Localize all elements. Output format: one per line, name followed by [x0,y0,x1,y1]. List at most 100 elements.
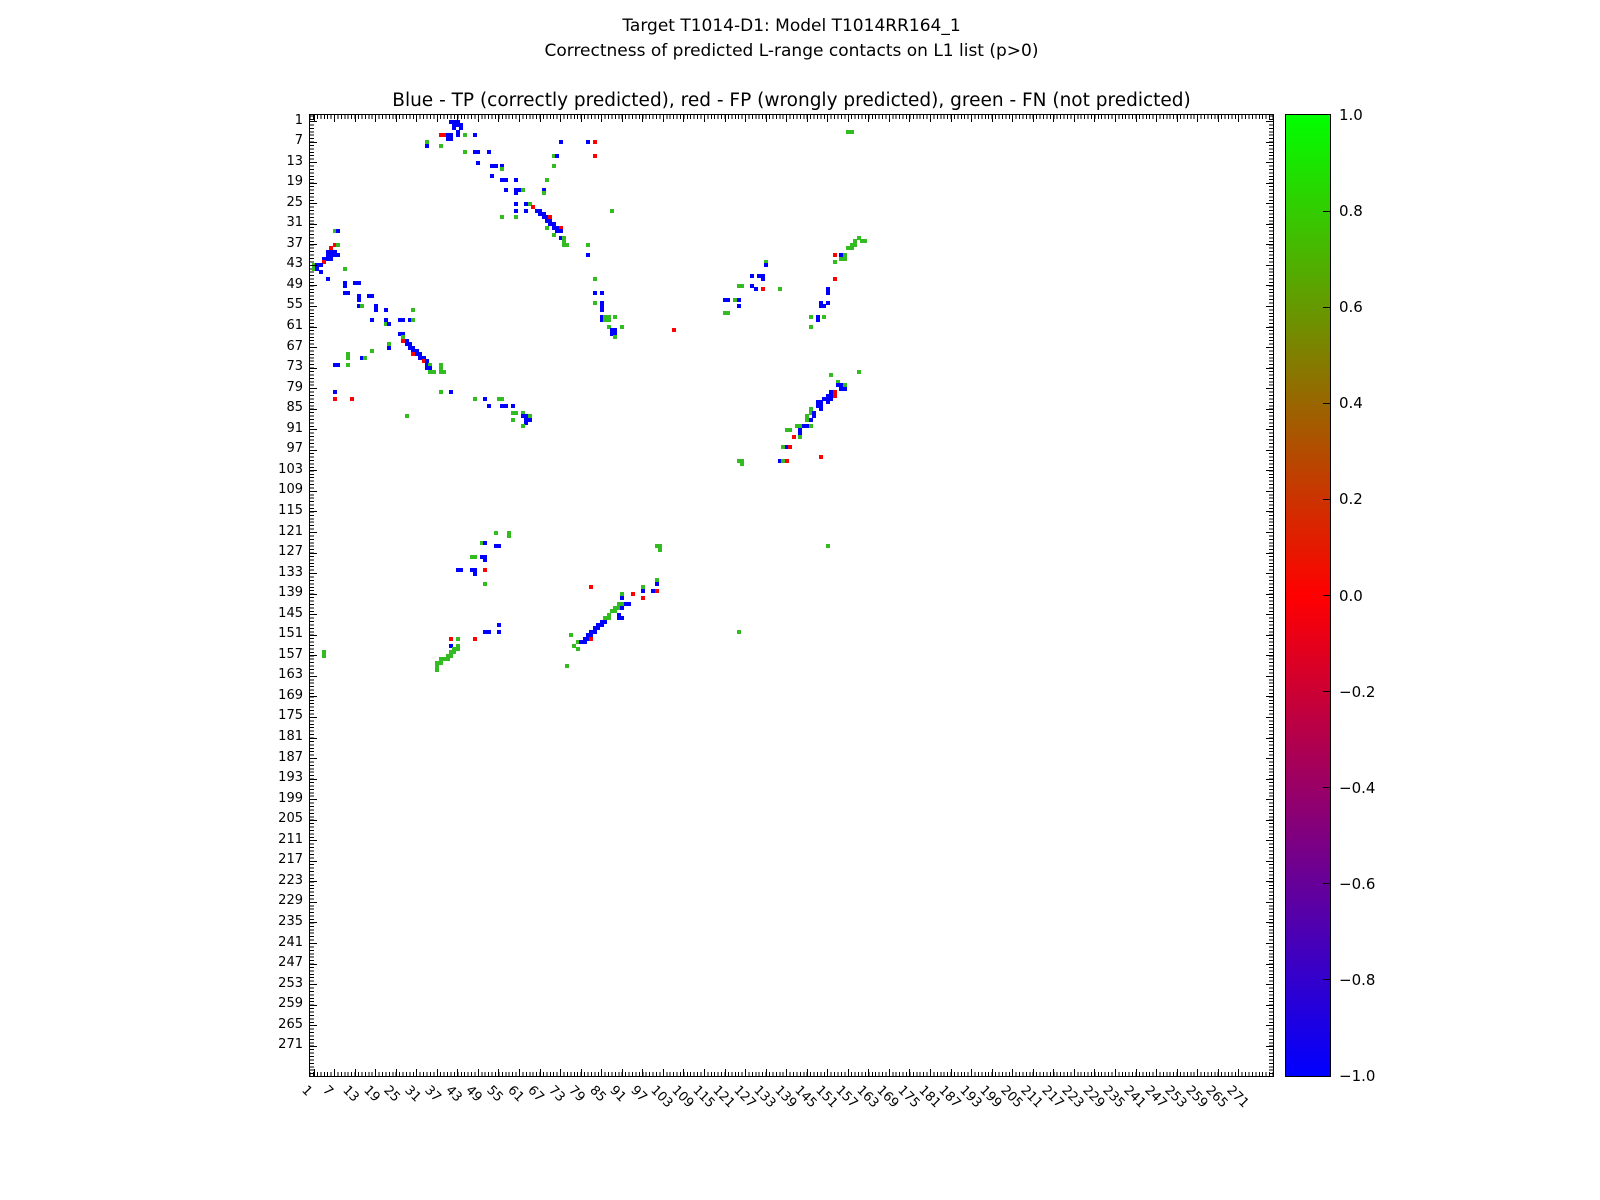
data-cell [438,366,443,371]
y-major-tick [310,367,317,369]
data-cell [418,352,423,357]
data-cell [575,646,580,651]
data-cell [599,301,604,305]
data-cell [449,653,453,658]
y-tick-label: 13 [286,153,303,169]
x-major-tick [375,1069,377,1076]
data-cell [322,650,327,655]
data-cell [620,325,625,329]
data-cell [606,314,611,319]
data-cell [428,366,433,371]
data-cell [599,290,604,295]
data-cell [740,283,745,288]
data-cell [407,342,412,347]
y-major-tick [310,449,317,451]
y-major-tick [310,593,317,595]
data-cell [832,277,837,281]
data-cell [798,434,803,439]
y-tick-label: 67 [286,338,303,354]
data-cell [808,314,813,319]
data-cell [589,629,594,634]
x-major-tick-top [601,115,603,122]
data-cell [592,277,597,281]
data-cell [613,609,618,614]
data-cell [736,629,741,634]
data-cell [442,369,447,374]
x-major-tick-top [395,115,397,122]
data-cell [818,455,823,460]
data-cell [551,164,556,168]
data-cell [449,136,453,141]
data-cell [359,304,364,309]
y-major-tick [310,162,317,164]
x-major-tick [1032,1069,1034,1076]
y-major-tick-right [1266,408,1273,410]
data-cell [586,253,590,258]
y-major-tick [310,943,317,944]
y-major-tick-right [1266,367,1273,369]
data-cell [370,294,375,299]
y-major-tick [310,285,317,287]
data-cell [657,547,662,552]
data-cell [438,657,443,662]
data-cell [791,434,796,439]
data-cell [486,629,491,634]
data-cell [496,544,501,549]
data-cell [551,222,556,227]
colorbar-tick [1323,883,1331,885]
y-tick-label: 121 [278,523,303,539]
y-major-tick [310,840,317,842]
data-cell [568,633,573,638]
data-cell [589,633,594,638]
x-major-tick [416,1069,418,1076]
data-cell [483,629,488,634]
data-cell [613,314,618,319]
data-cell [318,270,323,275]
data-cell [455,129,460,134]
colorbar-tick [1323,210,1331,212]
data-cell [325,253,330,258]
data-cell [555,225,560,230]
x-major-tick-top [1032,115,1034,122]
data-cell [425,362,429,367]
y-major-tick-right [1266,655,1273,657]
x-tick-label: 7 [318,1083,336,1100]
data-cell [445,657,450,662]
y-major-tick-right [1266,963,1273,965]
y-major-tick-right [1266,922,1273,924]
y-major-tick-right [1266,758,1273,759]
data-cell [822,314,827,319]
y-major-tick-right [1266,819,1273,821]
x-major-tick [457,1069,459,1076]
y-major-tick [310,141,317,143]
data-cell [349,396,354,401]
data-cell [435,667,440,672]
data-cell [726,311,731,316]
data-cell [411,352,416,357]
y-major-tick-right [1266,634,1273,636]
x-major-tick-top [1238,115,1240,122]
data-cell [342,283,347,288]
x-major-tick [786,1069,788,1076]
data-cell [781,458,786,463]
colorbar-tick [1323,306,1331,308]
x-major-tick-top [868,115,870,122]
data-cell [490,174,495,179]
data-cell [514,201,519,206]
data-cell [483,581,488,586]
y-tick-label: 187 [278,749,303,765]
data-cell [373,307,378,312]
data-cell [411,345,416,350]
data-cell [849,246,854,251]
data-cell [407,345,412,350]
data-cell [332,390,337,395]
data-cell [425,140,429,144]
data-cell [541,212,546,216]
y-tick-label: 247 [278,955,303,970]
data-cell [486,150,491,155]
y-major-tick [310,408,317,410]
data-cell [342,266,347,271]
y-tick-label: 163 [278,667,303,683]
data-cell [483,396,488,401]
data-cell [849,242,854,247]
